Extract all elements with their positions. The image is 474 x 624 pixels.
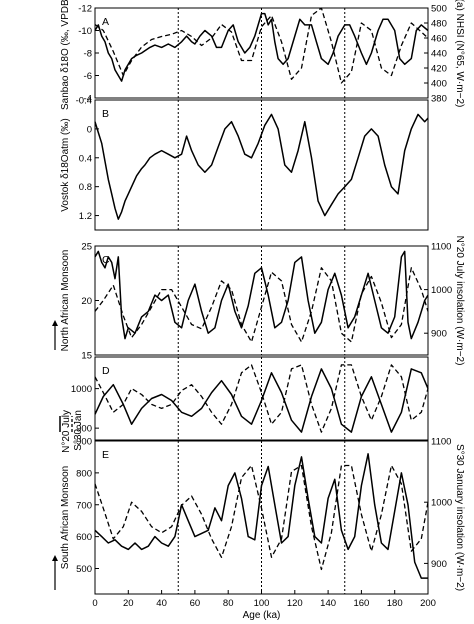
panel-c-letter: C bbox=[102, 254, 110, 266]
panel-e-right-tick-label: 1000 bbox=[431, 498, 452, 509]
panel-b-series-1-line bbox=[94, 113, 429, 220]
panel-c-arrow-head bbox=[52, 320, 58, 326]
panel-e-left-tick-label: 500 bbox=[76, 564, 92, 575]
x-tick-label: 80 bbox=[223, 598, 234, 609]
panel-d-left-tick-label: 900 bbox=[76, 424, 92, 435]
panel-a-right-tick-label: 400 bbox=[431, 79, 447, 90]
panel-e-left-tick-label: 600 bbox=[76, 532, 92, 543]
panel-c-series-2-line bbox=[94, 267, 429, 343]
panel-e-left-tick-label: 900 bbox=[76, 437, 92, 448]
panel-a-right-tick-label: 440 bbox=[431, 49, 447, 60]
panel-a-left-tick-label: -6 bbox=[84, 71, 92, 82]
panel-e-right-axis-label: S°30 January insolation (W·m−2) bbox=[454, 444, 465, 591]
panel-b-left-tick-label: 0 bbox=[87, 124, 92, 135]
x-tick-label: 140 bbox=[320, 598, 336, 609]
panel-b-left-tick-label: 0.8 bbox=[79, 182, 92, 193]
x-tick-label: 60 bbox=[190, 598, 201, 609]
panel-a-left-tick-label: -8 bbox=[84, 49, 92, 60]
panel-e-right-tick-label: 900 bbox=[431, 559, 447, 570]
panel-c-left-tick-label: 20 bbox=[81, 296, 92, 307]
panel-a-left-tick-label: -12 bbox=[78, 4, 92, 15]
panel-b-left-axis-label: Vostok δ18Oatm (‰) bbox=[60, 118, 71, 211]
panel-e-series-2-line bbox=[94, 464, 429, 571]
x-tick-label: 120 bbox=[287, 598, 303, 609]
panel-a-left-tick-label: -10 bbox=[78, 26, 92, 37]
panel-e-left-tick-label: 700 bbox=[76, 500, 92, 511]
x-tick-label: 100 bbox=[254, 598, 270, 609]
panel-a-right-tick-label: 500 bbox=[431, 4, 447, 15]
panel-a-series-1-line bbox=[94, 12, 429, 82]
panel-c-left-tick-label: 25 bbox=[81, 242, 92, 253]
panel-b-left-tick-label: 1.2 bbox=[79, 211, 92, 222]
panel-e-right-tick-label: 1100 bbox=[431, 437, 451, 448]
panel-d-legend-label: N°20 July bbox=[61, 410, 72, 453]
panel-a-right-tick-label: 380 bbox=[431, 94, 447, 105]
panel-a-series-2-line bbox=[94, 7, 429, 84]
panel-e-arrow-head bbox=[52, 555, 58, 561]
x-tick-label: 40 bbox=[156, 598, 167, 609]
panel-c-right-tick-label: 1100 bbox=[431, 242, 451, 253]
panel-b-left-tick-label: 0.4 bbox=[79, 153, 92, 164]
x-tick-label: 180 bbox=[387, 598, 403, 609]
panel-c-series-1-line bbox=[94, 250, 429, 340]
x-tick-label: 20 bbox=[123, 598, 134, 609]
panel-c-left-axis-label: North African Monsoon bbox=[60, 250, 71, 352]
panel-c-left-tick-label: 15 bbox=[81, 351, 92, 362]
panel-a-right-tick-label: 480 bbox=[431, 19, 447, 30]
x-tick-label: 160 bbox=[353, 598, 369, 609]
panel-a-left-axis-label: Sanbao δ18O (‰, VPDB) bbox=[60, 0, 71, 110]
x-axis-label: Age (ka) bbox=[243, 610, 281, 621]
panel-c-right-tick-label: 900 bbox=[431, 329, 447, 340]
panel-e-series-1-line bbox=[94, 453, 428, 579]
panel-a-right-tick-label: 460 bbox=[431, 34, 447, 45]
panel-d-left-tick-label: 1000 bbox=[71, 384, 92, 395]
panel-e-letter: E bbox=[102, 449, 109, 461]
panel-a-right-axis-label: (a) NHSI (N°65, W·m−2) bbox=[454, 0, 465, 107]
panel-e-left-axis-label: South African Monsoon bbox=[60, 466, 71, 569]
panel-d-letter: D bbox=[102, 365, 110, 377]
panel-b-left-tick-label: -0.4 bbox=[76, 96, 92, 107]
panel-a-right-tick-label: 420 bbox=[431, 64, 447, 75]
panel-c-right-tick-label: 1000 bbox=[431, 285, 452, 296]
panel-d-legend-label: S°30 Jan bbox=[73, 410, 84, 451]
panel-c-right-axis-label: N°20 July insolation (W·m−2) bbox=[454, 236, 465, 366]
panel-a-left-tick-label: -4 bbox=[84, 94, 92, 105]
panel-d-series-2-line bbox=[94, 364, 429, 433]
x-tick-label: 0 bbox=[92, 598, 97, 609]
panel-b-letter: B bbox=[102, 108, 109, 120]
panel-e-left-tick-label: 800 bbox=[76, 468, 92, 479]
panel-a-letter: A bbox=[102, 16, 109, 28]
x-tick-label: 200 bbox=[420, 598, 436, 609]
